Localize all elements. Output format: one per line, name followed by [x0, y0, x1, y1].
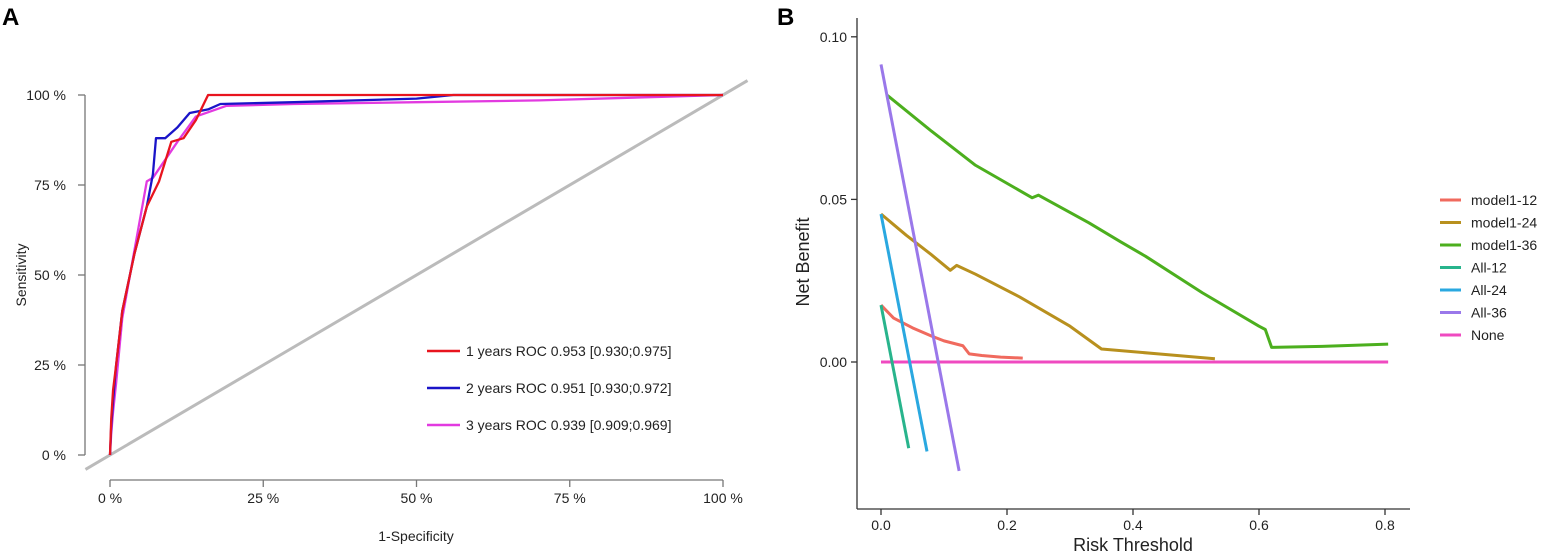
roc-x-tick-label: 75 % — [554, 490, 586, 506]
roc-legend-label-2-years-roc: 2 years ROC 0.951 [0.930;0.972] — [466, 380, 671, 396]
roc-y-tick-label: 25 % — [34, 357, 66, 373]
dca-y-tick-label: 0.05 — [820, 191, 847, 207]
dca-x-ticks: 0.0 0.2 0.4 0.6 0.8 — [871, 509, 1395, 533]
dca-line-model1-24 — [880, 212, 1216, 361]
dca-line-all-12 — [879, 304, 911, 449]
roc-x-tick-label: 100 % — [703, 490, 743, 506]
roc-x-ticks: 0 % 25 % 50 % 75 % 100 % — [98, 480, 743, 506]
roc-x-tick-label: 25 % — [247, 490, 279, 506]
roc-legend-label-1-years-roc: 1 years ROC 0.953 [0.930;0.975] — [466, 343, 671, 359]
dca-legend-label-model1-12: model1-12 — [1471, 192, 1537, 208]
roc-series-group — [108, 93, 724, 456]
dca-legend: model1-12 model1-24 model1-36 All-12 All-24 A… — [1440, 192, 1537, 343]
dca-line-model1-36 — [886, 94, 1389, 349]
dca-x-tick-label: 0.2 — [997, 517, 1017, 533]
roc-legend: 1 years ROC 0.953 [0.930;0.975] 2 years R… — [427, 343, 671, 433]
roc-y-tick-label: 75 % — [34, 177, 66, 193]
roc-reference-diagonal — [84, 79, 749, 471]
roc-x-axis-label: 1-Specificity — [378, 528, 453, 544]
dca-y-ticks: 0.00 0.05 0.10 — [820, 29, 857, 370]
dca-legend-label-model1-24: model1-24 — [1471, 215, 1537, 231]
dca-y-tick-label: 0.00 — [820, 354, 847, 370]
panel-a-letter: A — [2, 4, 19, 31]
roc-x-tick-label: 50 % — [401, 490, 433, 506]
roc-y-ticks: 0 % 25 % 50 % 75 % 100 % — [26, 87, 85, 463]
roc-reference-line-group — [84, 79, 749, 471]
roc-y-tick-label: 0 % — [42, 447, 66, 463]
panel-b-letter: B — [777, 4, 794, 31]
dca-x-tick-label: 0.4 — [1123, 517, 1143, 533]
dca-x-tick-label: 0.0 — [871, 517, 891, 533]
dca-legend-label-all-24: All-24 — [1471, 282, 1507, 298]
roc-y-tick-label: 50 % — [34, 267, 66, 283]
dca-line-all-36 — [879, 64, 961, 472]
dca-x-tick-label: 0.8 — [1375, 517, 1395, 533]
dca-legend-label-none: None — [1471, 327, 1505, 343]
roc-line-1-years-roc — [108, 93, 723, 456]
roc-y-tick-label: 100 % — [26, 87, 66, 103]
dca-x-axis-label: Risk Threshold — [1073, 535, 1193, 554]
dca-line-all-24 — [879, 213, 929, 452]
dca-chart: 0.00 0.05 0.10 0.0 0.2 0.4 0.6 0.8 Risk Thresh… — [793, 18, 1537, 554]
roc-chart: 0 % 25 % 50 % 75 % 100 % 0 % 25 % 50 % 75 % 100 … — [13, 79, 749, 544]
dca-legend-label-all-36: All-36 — [1471, 305, 1507, 321]
dca-legend-label-model1-36: model1-36 — [1471, 237, 1537, 253]
roc-legend-label-3-years-roc: 3 years ROC 0.939 [0.909;0.969] — [466, 417, 671, 433]
dca-series-group — [879, 64, 1389, 472]
roc-y-axis-label: Sensitivity — [13, 243, 29, 306]
dca-x-tick-label: 0.6 — [1249, 517, 1269, 533]
dca-y-axis-label: Net Benefit — [793, 217, 813, 306]
dca-legend-label-all-12: All-12 — [1471, 260, 1507, 276]
roc-x-tick-label: 0 % — [98, 490, 122, 506]
dca-y-tick-label: 0.10 — [820, 29, 847, 45]
